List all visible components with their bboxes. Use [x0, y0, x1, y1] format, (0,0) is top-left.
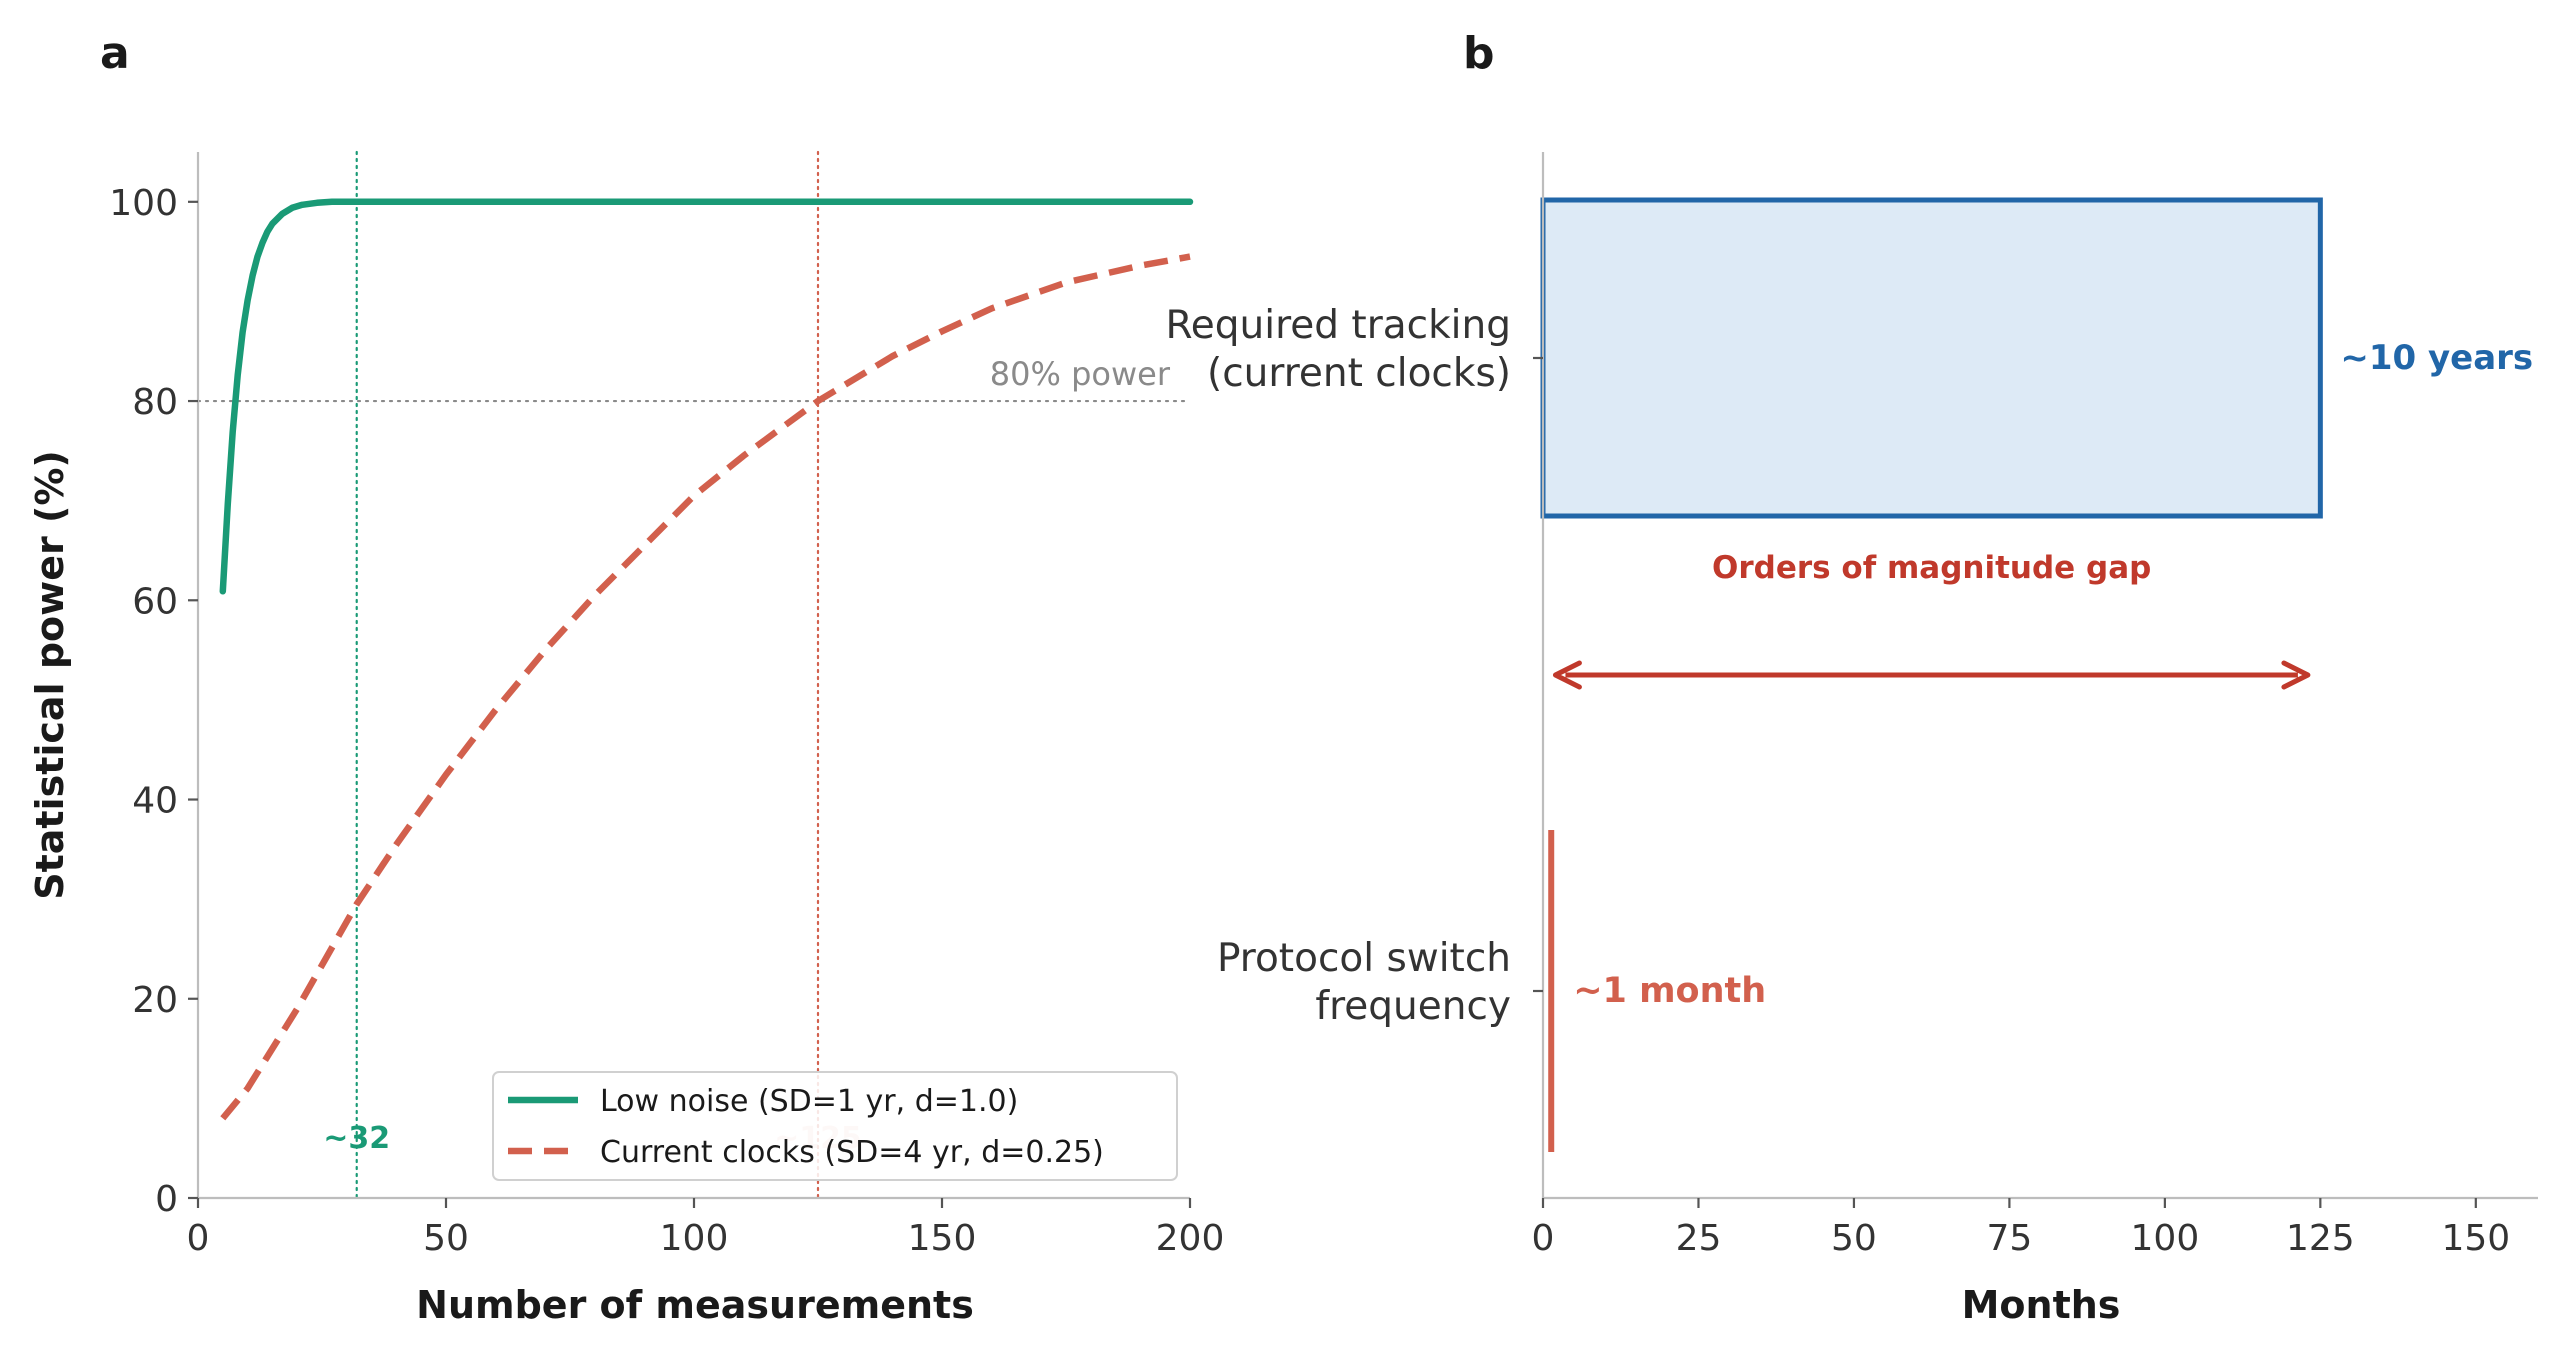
series-current-clocks-line	[220, 253, 1191, 1121]
panel-a-ticks: 0 50 100 150 200 0 20 40 60 80 100	[109, 183, 1224, 1259]
legend-frame	[492, 1071, 1178, 1181]
legend-label-low-noise: Low noise (SD=1 yr, d=1.0)	[600, 1084, 1018, 1119]
x-tick-label: 50	[423, 1218, 469, 1259]
y-tick-label: 40	[132, 781, 178, 822]
panel-b-ticks: 0 25 50 75 100 125 150 Required tracking (curren…	[1165, 303, 2510, 1259]
panel-a-legend: Low noise (SD=1 yr, d=1.0) Current clock…	[492, 1071, 1178, 1181]
bar-value-label-required-tracking: ~10 years	[2340, 338, 2533, 378]
panel-b-annotations: ~10 years ~1 month Orders of magnitude gap	[1552, 338, 2533, 1011]
panel-b-x-axis-title: Months	[1962, 1283, 2121, 1327]
category-label: Protocol switch frequency	[1217, 936, 1511, 1029]
panel-a-y-axis-title: Statistical power (%)	[28, 450, 72, 900]
legend-label-current-clocks: Current clocks (SD=4 yr, d=0.25)	[600, 1135, 1104, 1170]
gap-arrow-head-left	[1552, 660, 1582, 690]
y-tick-label: 0	[155, 1179, 178, 1220]
x-tick-label: 25	[1676, 1218, 1722, 1259]
x-tick-label: 0	[187, 1218, 210, 1259]
panel-a-axes	[196, 152, 1190, 1200]
category-label-line: Protocol switch	[1217, 936, 1511, 981]
y-tick-label: 80	[132, 382, 178, 423]
x-tick-label: 150	[2441, 1218, 2510, 1259]
y-tick-label: 100	[109, 183, 178, 224]
panel-a-reference-lines	[196, 150, 1192, 1200]
panel-a-annotations: 80% power~32~125	[323, 355, 1171, 1156]
x-tick-label: 50	[1831, 1218, 1877, 1259]
x-tick-label: 200	[1156, 1218, 1225, 1259]
category-label-line: frequency	[1315, 984, 1511, 1029]
y-tick-label: 20	[132, 980, 178, 1021]
panel-b-label: b	[1463, 28, 1495, 79]
power-80-label: 80% power	[990, 355, 1171, 393]
gap-annotation-label: Orders of magnitude gap	[1712, 550, 2151, 586]
x-tick-label: 150	[908, 1218, 977, 1259]
category-label-line: (current clocks)	[1207, 351, 1511, 396]
x-tick-label: 100	[2131, 1218, 2200, 1259]
bar-value-label-protocol-switch: ~1 month	[1573, 971, 1766, 1011]
gap-arrow-head-right	[2281, 660, 2311, 690]
x-tick-label: 75	[1987, 1218, 2033, 1259]
low-noise-n-label: ~32	[323, 1121, 390, 1156]
y-tick-label: 60	[132, 581, 178, 622]
x-tick-label: 125	[2286, 1218, 2355, 1259]
bar-required-tracking	[1540, 197, 2323, 519]
category-label-line: Required tracking	[1165, 303, 1511, 348]
panel-a-x-axis-title: Number of measurements	[416, 1283, 974, 1327]
series-low-noise-line	[219, 198, 1194, 595]
panel-a-label: a	[100, 28, 130, 79]
panel-b-axes	[1541, 152, 2538, 1200]
panel-a-plot-area	[219, 198, 1194, 1121]
category-label: Required tracking (current clocks)	[1165, 303, 1511, 396]
x-tick-label: 100	[660, 1218, 729, 1259]
x-tick-label: 0	[1532, 1218, 1555, 1259]
